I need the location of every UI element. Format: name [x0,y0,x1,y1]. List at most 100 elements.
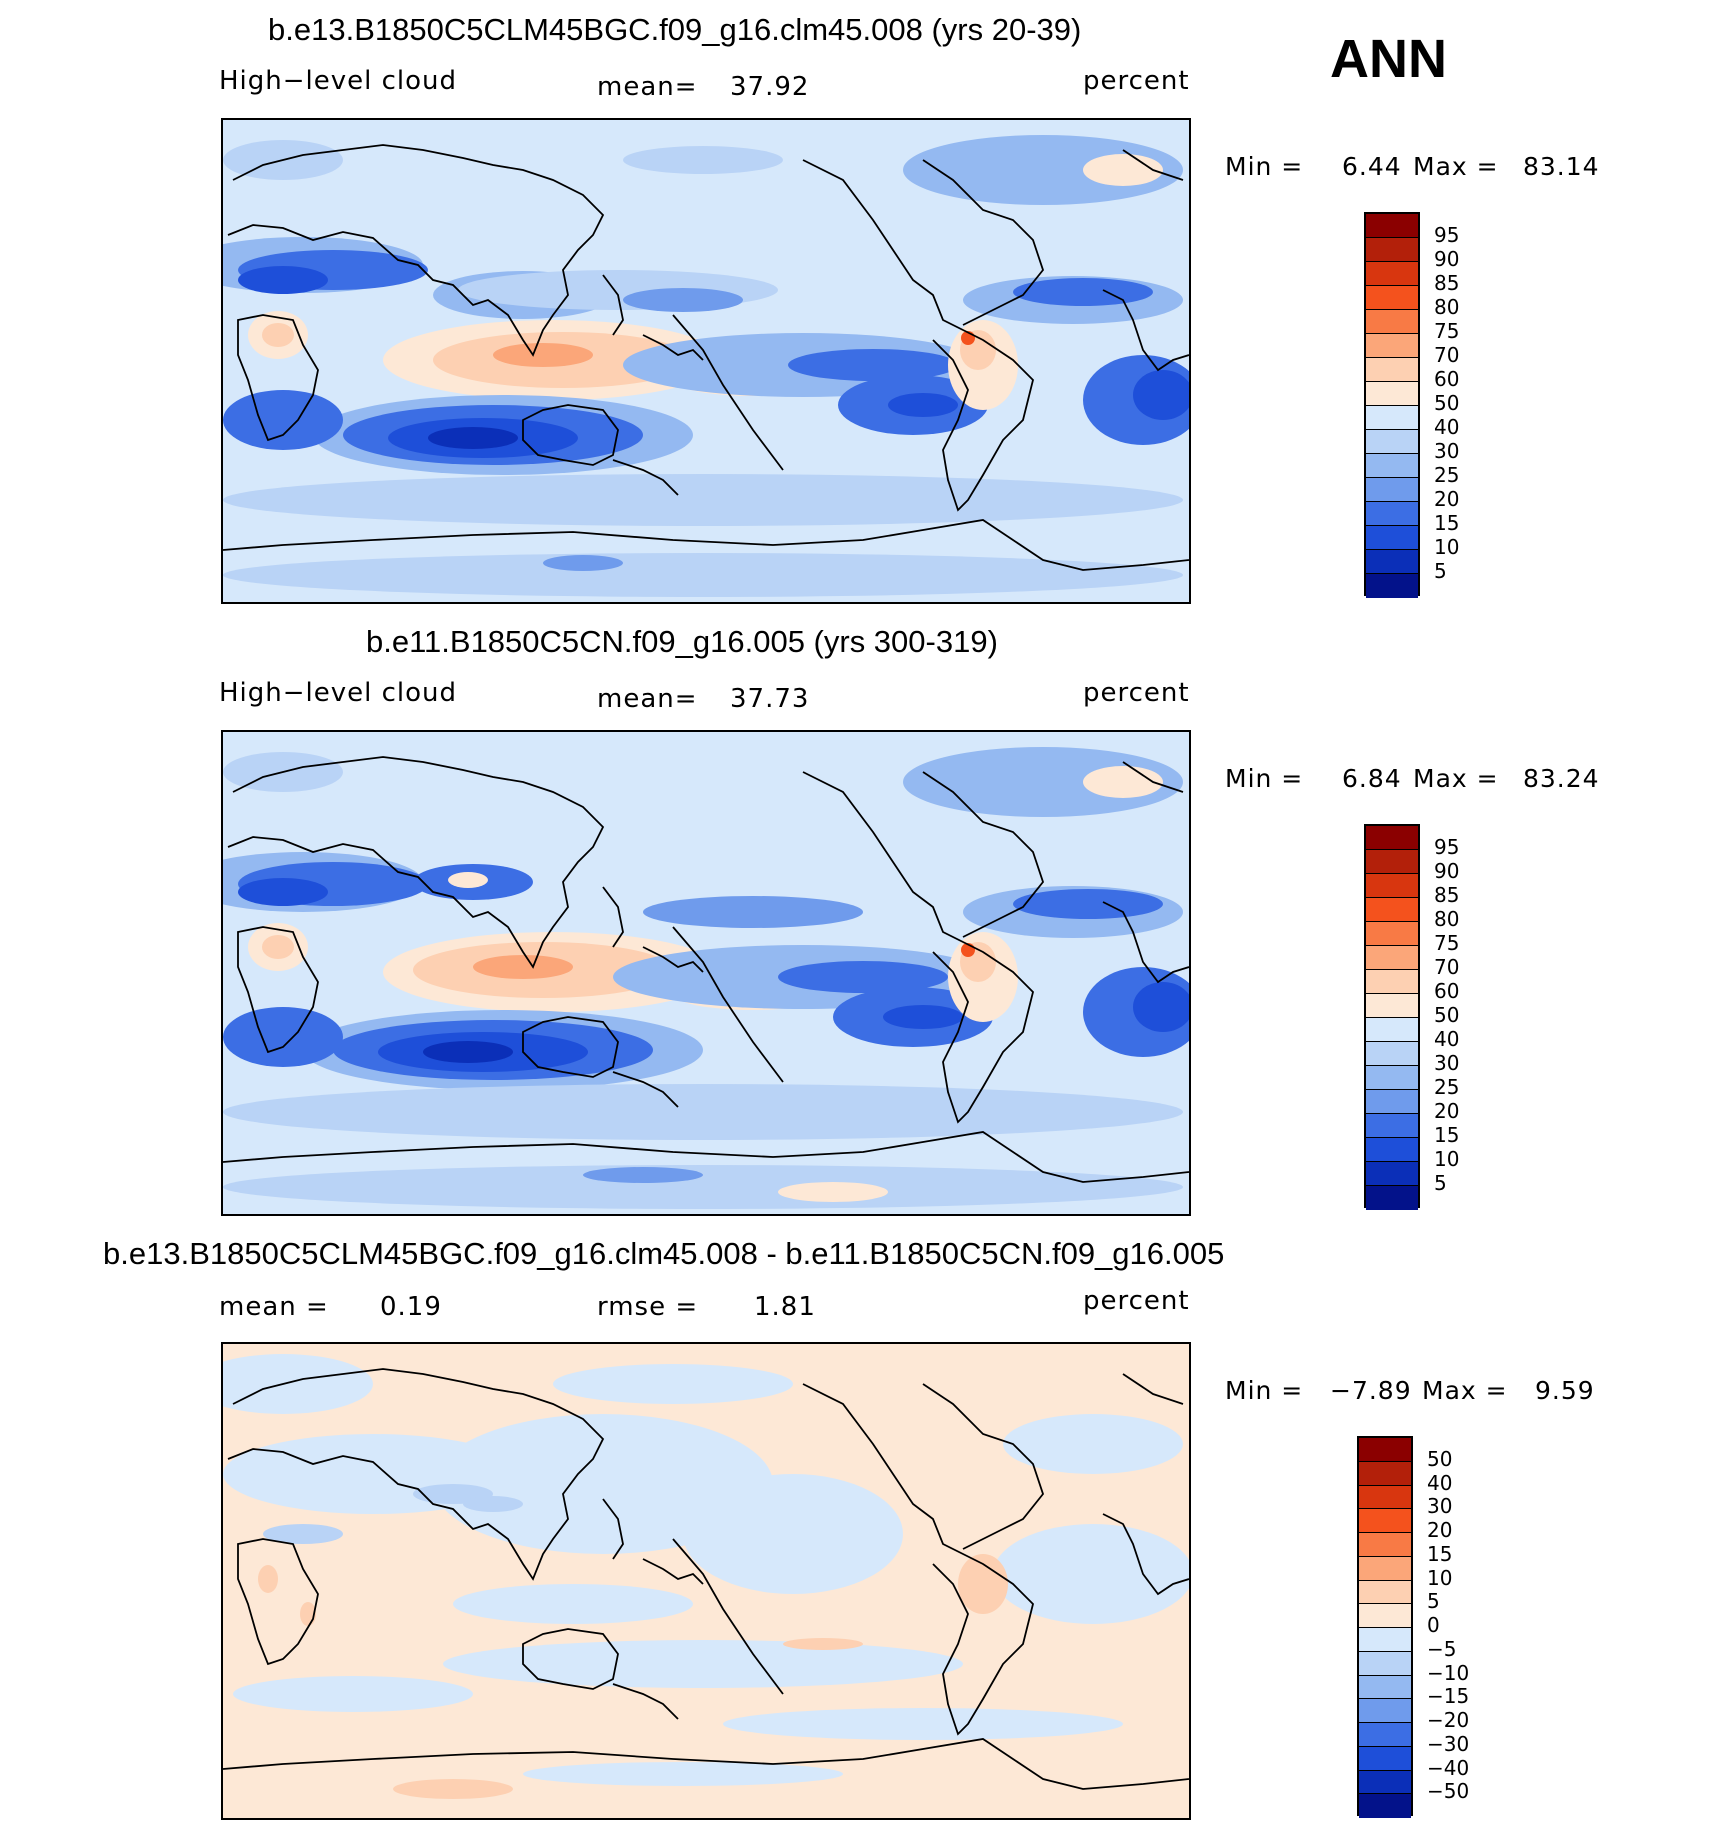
colorbar-swatch [1366,454,1418,478]
colorbar-swatch [1366,1090,1418,1114]
panel-1-title: b.e13.B1850C5CLM45BGC.f09_g16.clm45.008 … [268,12,1082,47]
colorbar-frame [1364,212,1420,598]
panel-2-map [221,730,1191,1216]
colorbar-tick-label: 75 [1434,931,1460,955]
colorbar-swatch [1366,1042,1418,1066]
colorbar-swatch [1359,1461,1411,1486]
colorbar-swatch [1359,1794,1411,1818]
colorbar-swatch [1366,406,1418,430]
colorbar-swatch [1366,1162,1418,1186]
panel-3-map [221,1342,1191,1820]
colorbar-tick-label: 50 [1434,1003,1460,1027]
panel-3-mean-label: mean = [219,1292,329,1322]
colorbar-tick-label: 15 [1434,1123,1460,1147]
colorbar-tick-label: 15 [1434,511,1460,535]
panel-3-rmse-label: rmse = [597,1292,699,1322]
colorbar-tick-label: 10 [1434,535,1460,559]
panel-1-coastlines [223,144,1189,571]
colorbar-tick-label: 80 [1434,295,1460,319]
panel-1-variable-label: High−level cloud [219,66,458,96]
colorbar-tick-label: 10 [1434,1147,1460,1171]
colorbar-swatch [1366,898,1418,922]
panel-2-units: percent [1083,678,1190,708]
colorbar-swatch [1366,850,1418,874]
colorbar-swatch [1366,478,1418,502]
colorbar-swatch [1366,334,1418,358]
panel-2-field-shapes [223,747,1189,1209]
colorbar-tick-label: 95 [1434,835,1460,859]
colorbar-swatch [1366,994,1418,1018]
colorbar-tick-label: 80 [1434,907,1460,931]
panel-1-units: percent [1083,66,1190,96]
colorbar-tick-label: 85 [1434,883,1460,907]
colorbar-tick-label: 30 [1427,1494,1453,1519]
colorbar-frame [1364,824,1420,1210]
colorbar-tick-label: 5 [1427,1589,1440,1614]
colorbar-swatch [1359,1723,1411,1747]
colorbar-swatch [1366,550,1418,574]
colorbar-swatch [1366,262,1418,286]
colorbar-swatch [1366,238,1418,262]
panel-1-colorbar: 95 90 85 80 75 70 60 50 40 30 25 20 15 10 5 [1364,212,1504,598]
colorbar-frame [1357,1436,1413,1818]
colorbar-tick-label: 95 [1434,223,1460,247]
colorbar-swatch [1359,1556,1411,1581]
panel-3-min-value: −7.89 [1330,1376,1412,1405]
season-label: ANN [1330,29,1447,89]
panel-3-colorbar: 50 40 30 20 15 10 5 0 −5 −10 −15 −20 −30 −40 −50 [1357,1436,1507,1818]
panel-3-rmse-value: 1.81 [754,1292,816,1322]
colorbar-tick-label: 20 [1427,1518,1453,1542]
colorbar-swatch [1359,1509,1411,1533]
colorbar-tick-label: −50 [1427,1779,1470,1804]
colorbar-tick-label: 25 [1434,463,1460,487]
panel-2-colorbar: 95 90 85 80 75 70 60 50 40 30 25 20 15 10 5 [1364,824,1504,1210]
colorbar-tick-label: 5 [1434,559,1447,583]
colorbar-swatch [1366,286,1418,310]
colorbar-swatch [1359,1438,1411,1462]
panel-3-title: b.e13.B1850C5CLM45BGC.f09_g16.clm45.008 … [103,1236,1225,1271]
panel-2-coastlines [223,756,1189,1183]
colorbar-swatch [1366,382,1418,406]
panel-2-variable-label: High−level cloud [219,678,458,708]
colorbar-tick-label: −5 [1427,1636,1457,1661]
colorbar-tick-label: 85 [1434,271,1460,295]
colorbar-swatch [1366,970,1418,994]
colorbar-swatch [1366,1066,1418,1090]
colorbar-tick-label: 0 [1427,1613,1440,1637]
colorbar-tick-label: −40 [1427,1755,1470,1780]
panel-2-mean-label: mean= [597,684,698,714]
colorbar-tick-label: 90 [1434,247,1460,271]
colorbar-tick-label: 25 [1434,1075,1460,1099]
colorbar-swatch [1366,214,1418,238]
colorbar-tick-label: 50 [1434,391,1460,415]
colorbar-swatch [1366,1114,1418,1138]
panel-3-max-label: Max = [1422,1376,1508,1405]
colorbar-tick-label: 60 [1434,979,1460,1003]
colorbar-tick-label: 90 [1434,859,1460,883]
colorbar-tick-label: 30 [1434,439,1460,463]
colorbar-swatch [1359,1770,1411,1795]
colorbar-tick-label: 10 [1427,1565,1453,1590]
colorbar-tick-label: −10 [1427,1660,1470,1685]
colorbar-swatch [1366,1138,1418,1162]
colorbar-swatch [1366,310,1418,334]
panel-3-min-label: Min = [1225,1376,1304,1405]
panel-2-min-value: 6.84 [1342,764,1402,793]
colorbar-swatch [1359,1604,1411,1628]
colorbar-swatch [1366,874,1418,898]
colorbar-tick-label: 70 [1434,955,1460,979]
panel-2-min-label: Min = [1225,764,1304,793]
panel-1-min-value: 6.44 [1342,152,1402,181]
panel-1-mean-label: mean= [597,72,698,102]
panel-1-map [221,118,1191,604]
colorbar-swatch [1366,502,1418,526]
colorbar-tick-label: 5 [1434,1171,1447,1195]
colorbar-swatch [1359,1628,1411,1652]
panel-1-min-label: Min = [1225,152,1304,181]
panel-1-mean-value: 37.92 [730,72,810,102]
colorbar-tick-label: 70 [1434,343,1460,367]
colorbar-swatch [1359,1533,1411,1557]
panel-2-title: b.e11.B1850C5CN.f09_g16.005 (yrs 300-319… [366,624,998,659]
colorbar-tick-label: 20 [1434,487,1460,511]
colorbar-tick-label: 40 [1434,1027,1460,1051]
